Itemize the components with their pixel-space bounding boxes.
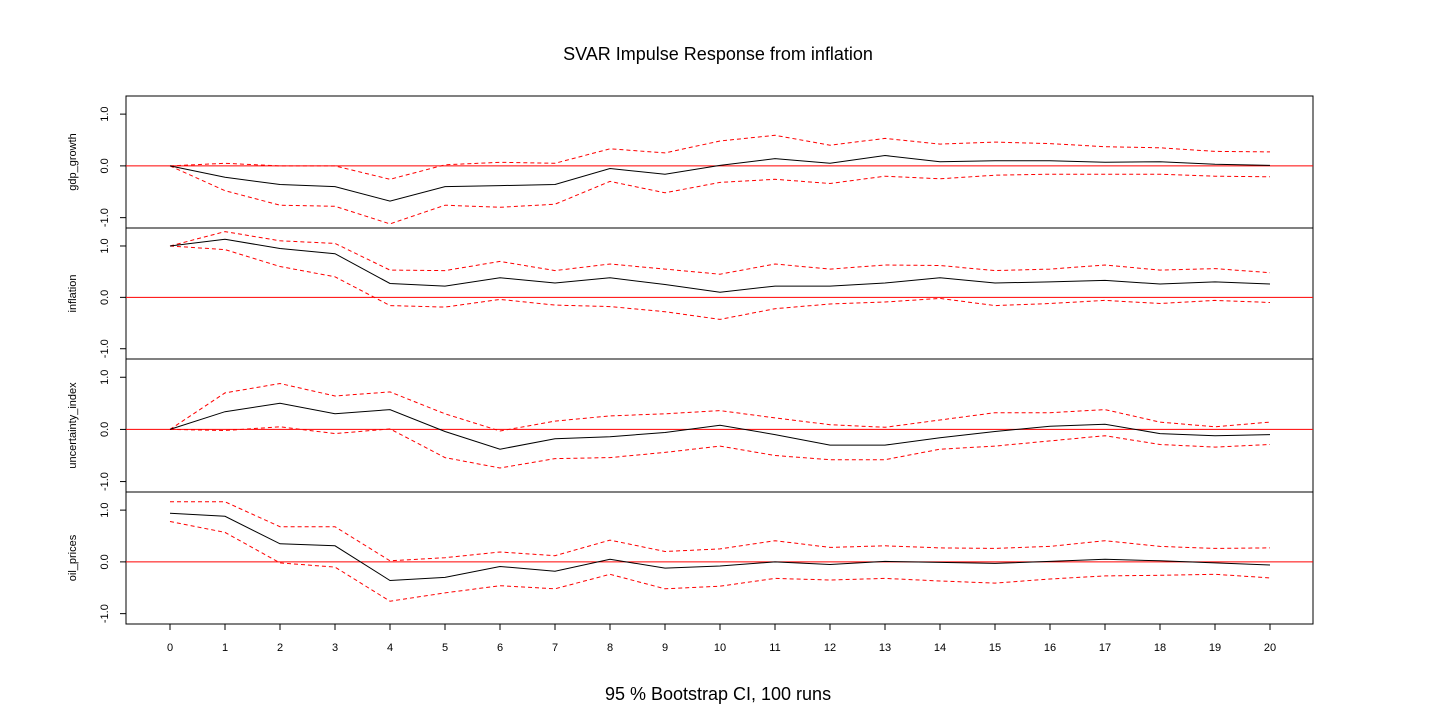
y-tick-label: -1.0 [99,604,111,623]
response-line [169,154,1271,202]
y-tick-label: 0.0 [99,290,111,305]
chart-footer: 95 % Bootstrap CI, 100 runs [605,684,831,704]
x-tick-label: 3 [332,642,338,654]
y-tick-label: -1.0 [99,339,111,358]
x-tick-label: 14 [934,642,946,654]
x-tick-label: 6 [497,642,503,654]
chart-title: SVAR Impulse Response from inflation [563,44,873,64]
response-line [169,238,1271,293]
x-tick-label: 17 [1099,642,1111,654]
x-tick-label: 9 [662,642,668,654]
x-tick-label: 19 [1209,642,1221,654]
response-line [169,402,1271,450]
y-tick-label: 0.0 [99,554,111,569]
y-tick-label: -1.0 [99,208,111,227]
ci-lower-line [169,426,1271,469]
x-tick-label: 18 [1154,642,1166,654]
x-tick-label: 12 [824,642,836,654]
x-tick-label: 4 [387,642,393,654]
panel-inflation: 1.0 0.0 -1.0 inflation [67,227,1314,360]
x-tick-label: 0 [167,642,173,654]
panel-gdp-growth: 1.0 0.0 -1.0 gdp_growth [67,95,1314,229]
ci-upper-line [170,501,1271,562]
x-tick-label: 13 [879,642,891,654]
panel-ylabel: uncertainty_index [67,382,79,469]
y-tick-label: 1.0 [99,106,111,121]
response-line [169,512,1271,582]
x-tick-label: 20 [1264,642,1276,654]
x-tick-label: 8 [607,642,613,654]
y-tick-label: -1.0 [99,472,111,491]
y-tick-label: 0.0 [99,422,111,437]
ci-lower-line [169,245,1271,320]
x-tick-label: 1 [222,642,228,654]
panel-oil-prices: 1.0 0.0 -1.0 oil_prices [67,491,1314,625]
x-tick-label: 5 [442,642,448,654]
x-tick-label: 2 [277,642,283,654]
ci-upper-line [169,382,1271,432]
y-tick-label: 1.0 [99,370,111,385]
panel-frame [125,491,1314,625]
x-tick-label: 10 [714,642,726,654]
y-tick-label: 1.0 [99,502,111,517]
panels-group: 1.00.0-1.0gdp_growth1.00.0-1.0inflation1… [67,95,1314,625]
ci-lower-line [169,165,1271,225]
ci-upper-line [169,134,1271,180]
y-tick-label: 1.0 [99,238,111,253]
panel-ylabel: oil_prices [67,534,79,581]
x-tick-label: 11 [769,642,780,654]
panel-ylabel: gdp_growth [67,133,79,191]
panel-frame [125,227,1314,360]
panel-ylabel: inflation [67,275,79,313]
y-tick-label: 0.0 [99,158,111,173]
ci-upper-line [169,231,1271,275]
x-axis: 0 1 2 3 4 5 6 7 8 9 10 11 12 13 14 15 16 17 18 19 20 [167,624,1276,654]
x-tick-label: 16 [1044,642,1056,654]
panel-uncertainty-index: 1.0 0.0 -1.0 uncertainty_index [67,358,1314,493]
ci-lower-line [169,521,1271,602]
x-tick-label: 7 [552,642,558,654]
x-tick-label: 15 [989,642,1001,654]
